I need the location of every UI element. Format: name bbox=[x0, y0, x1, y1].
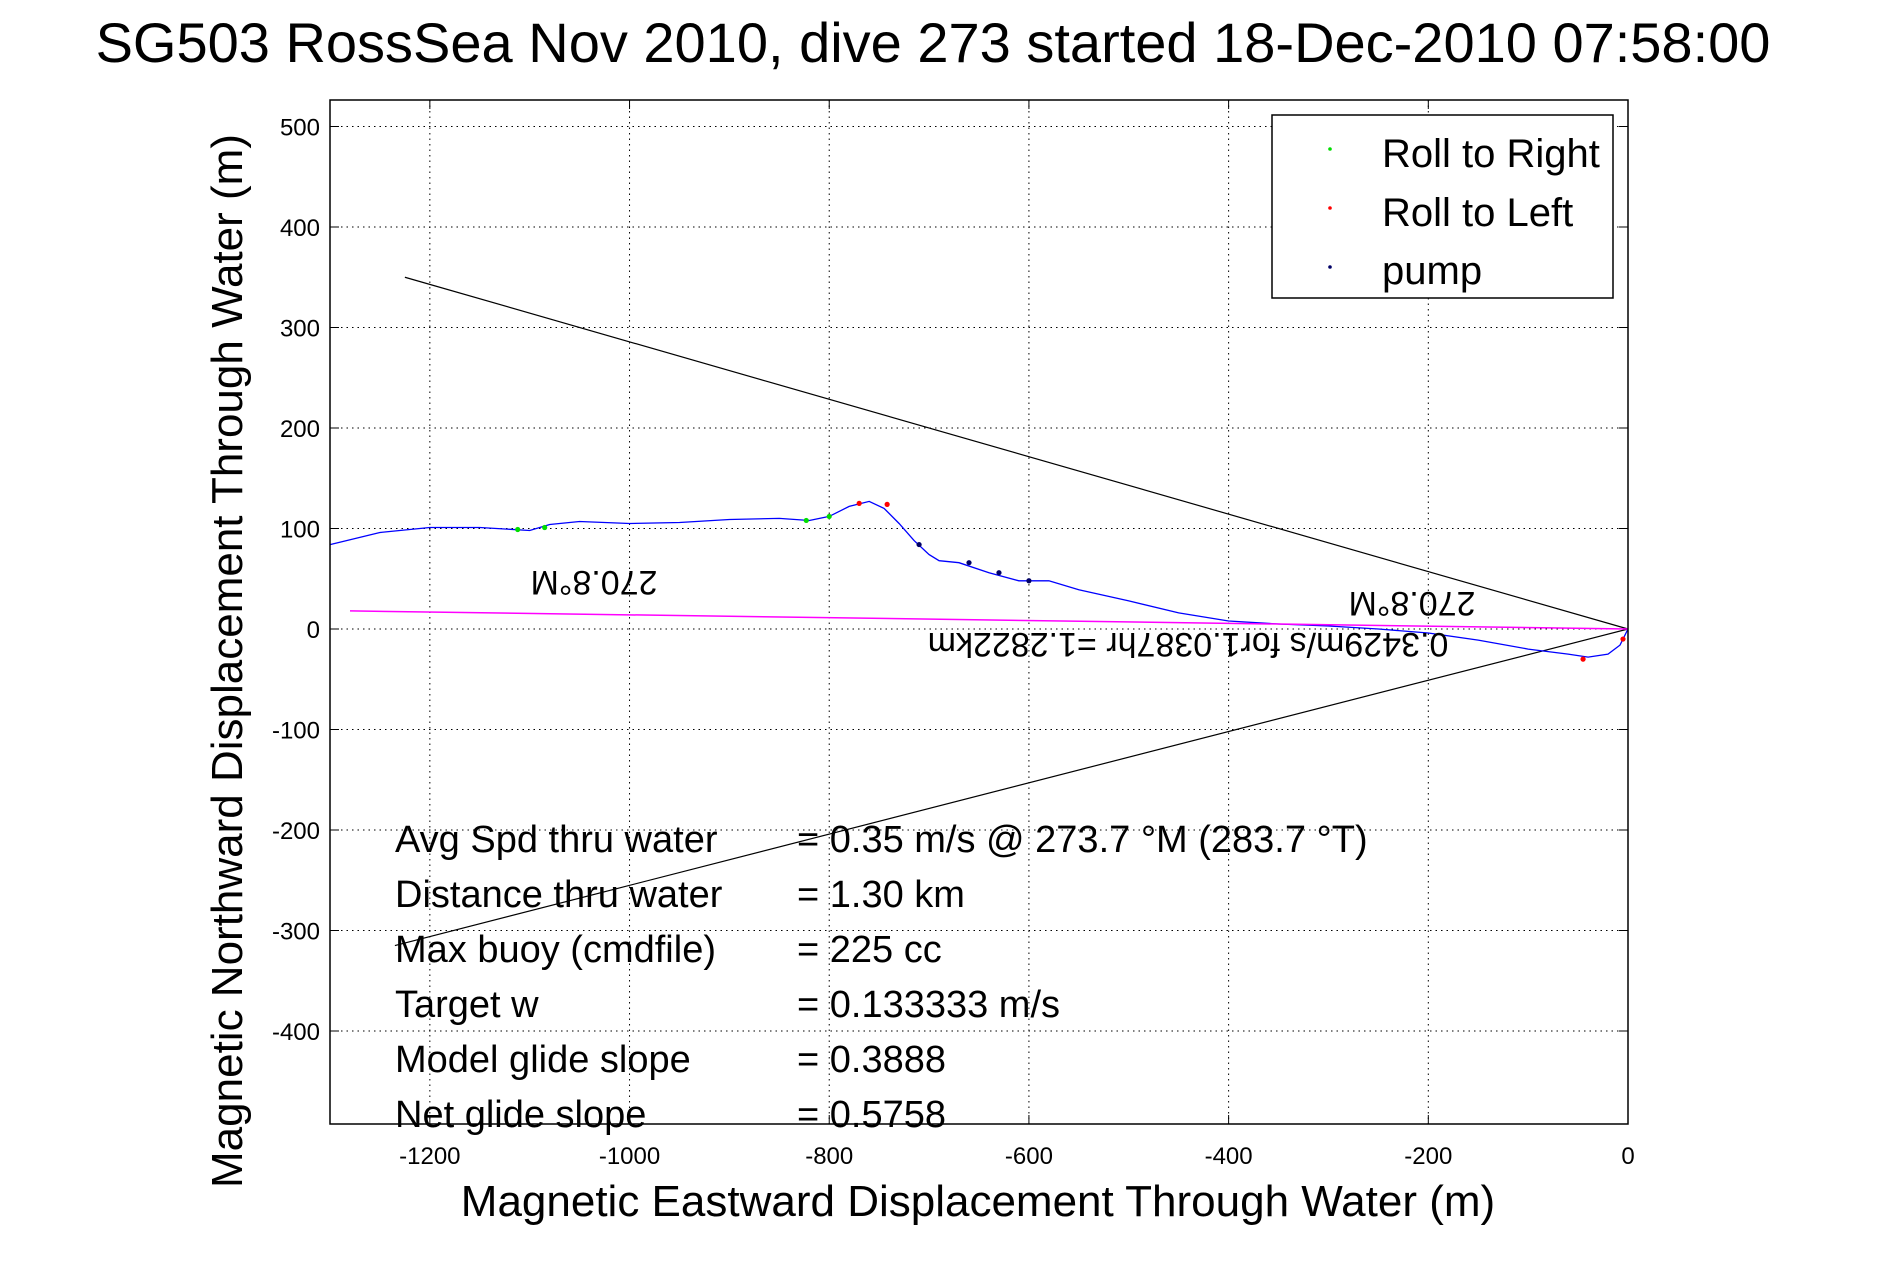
legend-label-roll-left: Roll to Left bbox=[1382, 191, 1573, 235]
plot-frame bbox=[329, 99, 1629, 1125]
roll-right-marker bbox=[803, 517, 809, 524]
stats-block: Avg Spd thru water = 0.35 m/s @ 273.7 °M … bbox=[395, 819, 1368, 1136]
chart-title: SG503 RossSea Nov 2010, dive 273 started… bbox=[96, 11, 1771, 74]
y-tick-label: -100 bbox=[272, 718, 320, 745]
pump-marker bbox=[966, 560, 972, 566]
stat-label: Target w bbox=[395, 984, 539, 1026]
x-axis-label: Magnetic Eastward Displacement Through W… bbox=[461, 1177, 1495, 1226]
legend-label-roll-right: Roll to Right bbox=[1382, 132, 1600, 176]
y-tick-label: -200 bbox=[272, 818, 320, 845]
x-tick-label: -600 bbox=[1005, 1143, 1053, 1170]
x-tick-labels: -1200 -1000 -800 -600 -400 -200 0 bbox=[399, 1143, 1635, 1170]
x-tick-label: -800 bbox=[805, 1143, 853, 1170]
stat-value: = 0.35 m/s @ 273.7 °M (283.7 °T) bbox=[797, 819, 1368, 861]
y-tick-label: 200 bbox=[280, 416, 320, 443]
speed-annotation: 0.3429m/s for1.0387hr =1.2822km bbox=[928, 625, 1449, 663]
cone-line-lower bbox=[394, 628, 1629, 947]
pump-marker bbox=[1026, 578, 1032, 584]
y-tick-label: 300 bbox=[280, 315, 320, 342]
roll-left-marker bbox=[856, 500, 862, 506]
roll-left-marker bbox=[1620, 636, 1626, 642]
x-tick-label: 0 bbox=[1621, 1143, 1634, 1170]
series-layer bbox=[329, 500, 1629, 658]
stat-label: Avg Spd thru water bbox=[395, 819, 718, 861]
x-tick-label: -1000 bbox=[599, 1143, 660, 1170]
legend-marker-roll-left bbox=[1328, 206, 1332, 210]
legend: Roll to Right Roll to Left pump bbox=[1271, 114, 1614, 299]
y-tick-labels: 500 400 300 200 100 0 -100 -200 -300 -400 bbox=[272, 114, 320, 1046]
y-tick-label: 0 bbox=[307, 617, 320, 644]
stat-label: Net glide slope bbox=[395, 1094, 646, 1136]
stat-label: Max buoy (cmdfile) bbox=[395, 929, 716, 971]
roll-right-marker bbox=[826, 513, 832, 520]
x-tick-label: -200 bbox=[1404, 1143, 1452, 1170]
x-tick-label: -1200 bbox=[399, 1143, 460, 1170]
stat-value: = 0.133333 m/s bbox=[797, 984, 1060, 1026]
series-heading-line bbox=[349, 610, 1629, 630]
cone-line-upper bbox=[404, 276, 1629, 630]
stat-label: Distance thru water bbox=[395, 874, 723, 916]
cone-lines bbox=[394, 276, 1629, 947]
y-tick-label: -300 bbox=[272, 919, 320, 946]
pump-marker bbox=[916, 541, 922, 548]
legend-label-pump: pump bbox=[1382, 249, 1482, 293]
stat-value: = 1.30 km bbox=[797, 874, 965, 916]
y-tick-label: 400 bbox=[280, 215, 320, 242]
y-axis-label: Magnetic Northward Displacement Through … bbox=[203, 134, 252, 1188]
y-tick-label: 100 bbox=[280, 516, 320, 543]
y-tick-label: 500 bbox=[280, 114, 320, 141]
legend-marker-roll-right bbox=[1328, 147, 1332, 151]
stat-value: = 0.3888 bbox=[797, 1039, 946, 1081]
heading-annotations: 270.8°M 270.8°M 0.3429m/s for1.0387hr =1… bbox=[530, 563, 1475, 663]
series-track-line bbox=[329, 500, 1629, 658]
roll-left-marker bbox=[884, 501, 890, 507]
x-tick-label: -400 bbox=[1205, 1143, 1253, 1170]
legend-marker-pump bbox=[1328, 265, 1332, 269]
stat-label: Model glide slope bbox=[395, 1039, 691, 1081]
roll-right-marker bbox=[542, 524, 548, 531]
stat-value: = 0.5758 bbox=[797, 1094, 946, 1136]
y-tick-label: -400 bbox=[272, 1019, 320, 1046]
pump-marker bbox=[996, 570, 1002, 576]
roll-right-marker bbox=[515, 526, 521, 533]
heading-annotation-lower: 270.8°M bbox=[1348, 584, 1475, 622]
roll-left-marker bbox=[1580, 656, 1586, 662]
heading-annotation-upper: 270.8°M bbox=[530, 563, 657, 601]
marker-layer bbox=[515, 500, 1626, 662]
stat-value: = 225 cc bbox=[797, 929, 942, 971]
